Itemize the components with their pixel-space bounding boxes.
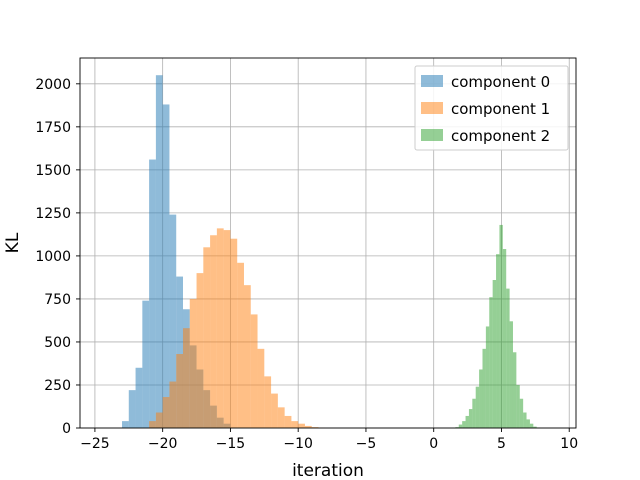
histogram-bars [122, 75, 541, 429]
histogram-bar [196, 273, 204, 428]
histogram-bar [462, 421, 466, 428]
y-tick-label: 1500 [35, 163, 71, 179]
histogram-bar [509, 321, 513, 428]
histogram-bar [512, 352, 517, 428]
histogram-bar [237, 262, 244, 428]
histogram-bar [479, 369, 483, 428]
legend-label: component 1 [451, 100, 550, 118]
x-tick-label: −5 [356, 436, 377, 452]
x-tick-label: −10 [283, 436, 313, 452]
x-tick-label: −25 [80, 436, 110, 452]
legend-swatch [421, 102, 443, 114]
x-axis-label: iteration [292, 461, 364, 480]
histogram-bar [482, 348, 486, 428]
histogram-bar [257, 348, 265, 428]
histogram-bar [472, 398, 476, 428]
histogram-bar [523, 412, 527, 428]
histogram-bar [169, 214, 177, 428]
y-tick-label: 500 [44, 335, 71, 351]
histogram-bar [496, 254, 500, 428]
legend: component 0 component 1 component 2 [414, 65, 569, 151]
histogram-bar [291, 421, 299, 428]
histogram-bar [243, 285, 251, 428]
histogram-bar [189, 298, 197, 428]
x-tick-label: 0 [429, 436, 438, 452]
histogram-bar [182, 328, 190, 428]
histogram-bar [485, 326, 490, 428]
y-tick-label: 1250 [35, 206, 71, 222]
x-tick-label: 5 [497, 436, 506, 452]
histogram-bar [458, 424, 463, 428]
histogram-bar [298, 423, 305, 428]
histogram-bar [502, 249, 507, 428]
histogram-bar [506, 288, 510, 428]
histogram-bar [162, 104, 170, 428]
series-1-bars [149, 228, 326, 428]
histogram-bar [492, 280, 497, 428]
y-tick-label: 750 [44, 292, 71, 308]
histogram-bar [223, 230, 231, 428]
histogram-bar [149, 159, 156, 428]
y-tick-label: 1750 [35, 120, 71, 136]
y-axis-ticks: 0 250 500 750 1000 1250 1500 1750 2000 [35, 77, 80, 437]
histogram-bar [142, 300, 150, 428]
x-tick-label: 10 [560, 436, 578, 452]
legend-label: component 2 [451, 127, 550, 145]
histogram-bar [516, 384, 520, 428]
histogram-bar [284, 415, 292, 428]
histogram-bar [135, 367, 143, 428]
y-tick-label: 0 [62, 421, 71, 437]
histogram-bar [465, 415, 469, 428]
histogram-bar [475, 386, 480, 428]
histogram-bar [271, 393, 278, 428]
legend-swatch [421, 129, 443, 141]
histogram-bar [277, 407, 285, 428]
histogram-bar [304, 425, 312, 428]
histogram-bar [519, 398, 524, 428]
x-tick-label: −20 [148, 436, 178, 452]
legend-swatch [421, 75, 443, 87]
y-tick-label: 1000 [35, 249, 71, 265]
histogram-bar [250, 314, 258, 428]
y-tick-label: 2000 [35, 77, 71, 93]
y-axis-label: KL [3, 232, 23, 253]
x-tick-label: −15 [216, 436, 246, 452]
histogram-bar [155, 412, 163, 428]
histogram-bar [128, 390, 136, 428]
histogram-bar [533, 426, 537, 428]
legend-label: component 0 [451, 73, 550, 91]
histogram-bar [155, 75, 163, 429]
histogram-bar [210, 235, 217, 428]
x-axis-ticks: −25 −20 −15 −10 −5 0 5 10 [80, 428, 578, 452]
axes-spines [79, 57, 577, 429]
histogram-bar [529, 423, 534, 428]
histogram-bar [230, 238, 238, 428]
histogram-bar [216, 228, 224, 428]
histogram-bar [122, 421, 129, 428]
y-tick-label: 250 [44, 378, 71, 394]
histogram-bar [499, 224, 503, 428]
axes-frame [79, 57, 577, 429]
histogram-bar [203, 247, 211, 428]
histogram-bar [264, 376, 272, 428]
histogram-bar [169, 381, 177, 428]
histogram-bar [526, 419, 530, 428]
legend-box [414, 65, 569, 151]
series-2-bars [455, 224, 541, 428]
histogram-bar [468, 409, 473, 428]
histogram-bar [162, 397, 170, 428]
histogram-bar [149, 421, 156, 428]
histogram-bar [176, 354, 183, 428]
histogram-bar [489, 297, 493, 428]
histogram-bar [176, 276, 183, 428]
